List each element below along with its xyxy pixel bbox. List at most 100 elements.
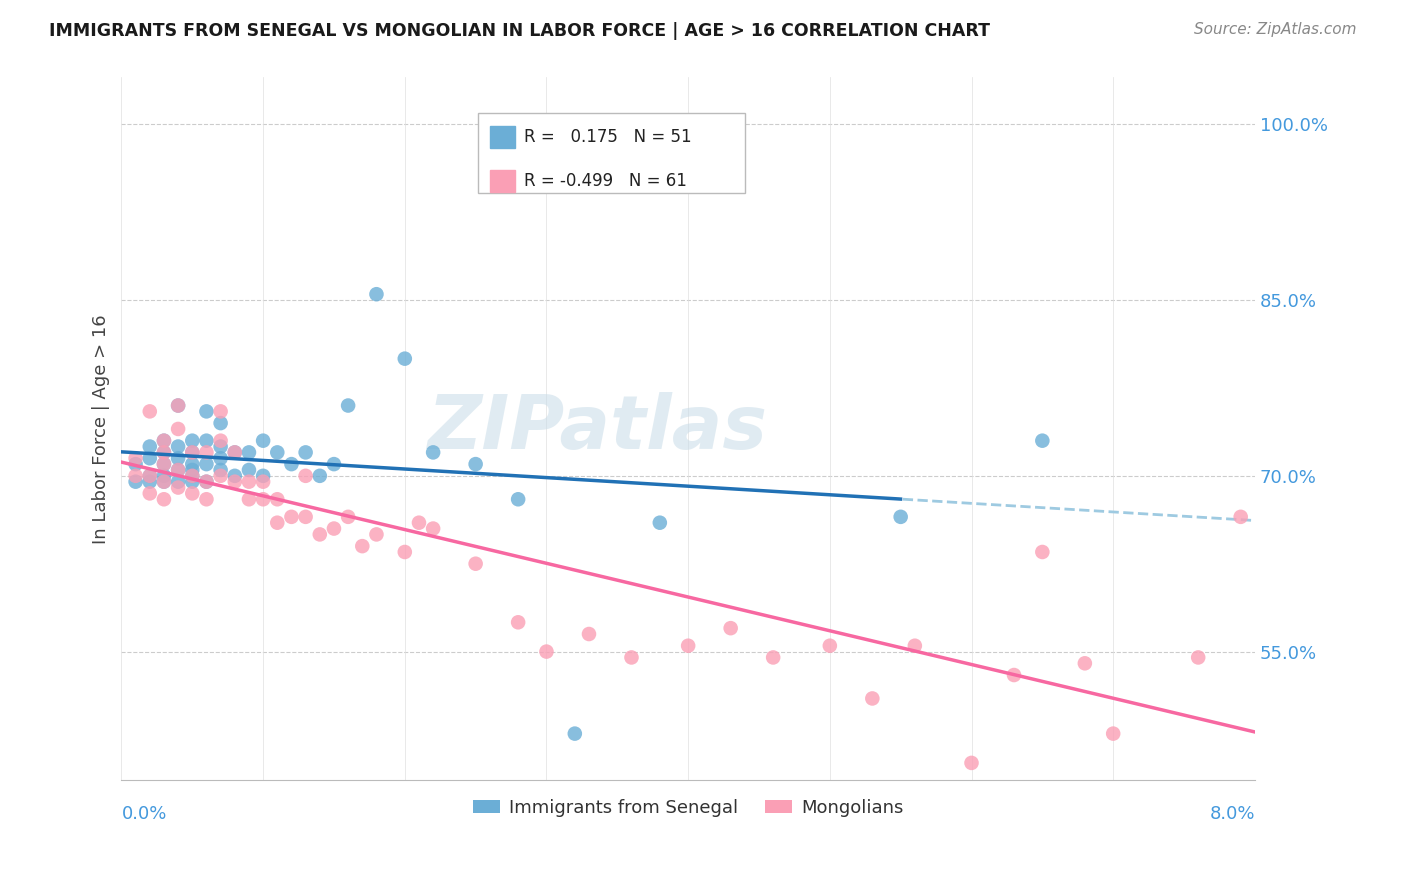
Bar (489, 169, 515, 192)
Point (1031, 434, 1053, 448)
Point (195, 445, 218, 459)
Point (209, 416, 232, 430)
Point (252, 492, 274, 507)
Point (139, 404, 162, 418)
Point (167, 440, 190, 454)
Point (181, 434, 204, 448)
Point (238, 445, 260, 459)
Point (266, 516, 288, 530)
Point (294, 509, 316, 524)
Point (308, 527, 330, 541)
Point (366, 527, 388, 541)
Point (238, 475, 260, 489)
Text: ZIPatlas: ZIPatlas (427, 392, 768, 466)
Point (252, 468, 274, 483)
Point (1002, 668, 1025, 682)
Point (323, 522, 346, 536)
Point (408, 516, 430, 530)
Legend: Immigrants from Senegal, Mongolians: Immigrants from Senegal, Mongolians (465, 792, 911, 824)
Point (153, 434, 176, 448)
Point (224, 468, 246, 483)
Point (818, 639, 841, 653)
Point (1102, 726, 1125, 740)
Point (366, 287, 388, 301)
Point (266, 492, 288, 507)
Point (422, 445, 444, 459)
Point (181, 486, 204, 500)
Point (648, 516, 671, 530)
Point (209, 440, 232, 454)
Point (422, 522, 444, 536)
Point (181, 445, 204, 459)
Point (195, 475, 218, 489)
Point (209, 434, 232, 448)
Point (181, 475, 204, 489)
Point (167, 399, 190, 413)
Point (153, 445, 176, 459)
Point (536, 644, 558, 658)
Point (167, 463, 190, 477)
Point (337, 509, 360, 524)
Point (167, 422, 190, 436)
Point (464, 457, 486, 471)
Point (620, 650, 643, 665)
Point (266, 445, 288, 459)
Point (139, 486, 162, 500)
Point (124, 451, 146, 466)
Point (394, 351, 416, 366)
Point (209, 468, 232, 483)
Point (224, 445, 246, 459)
Point (181, 457, 204, 471)
Point (1187, 650, 1209, 665)
Point (394, 545, 416, 559)
Point (153, 475, 176, 489)
Point (352, 539, 374, 553)
Point (139, 451, 162, 466)
Point (153, 457, 176, 471)
Text: IMMIGRANTS FROM SENEGAL VS MONGOLIAN IN LABOR FORCE | AGE > 16 CORRELATION CHART: IMMIGRANTS FROM SENEGAL VS MONGOLIAN IN … (49, 22, 990, 40)
Point (139, 468, 162, 483)
Point (195, 475, 218, 489)
Point (167, 399, 190, 413)
Text: 0.0%: 0.0% (121, 805, 167, 823)
Point (139, 468, 162, 483)
Point (139, 440, 162, 454)
Y-axis label: In Labor Force | Age > 16: In Labor Force | Age > 16 (93, 314, 110, 544)
Point (860, 691, 883, 706)
Point (1074, 657, 1097, 671)
Point (153, 475, 176, 489)
Point (224, 445, 246, 459)
Point (153, 492, 176, 507)
Point (209, 451, 232, 466)
Point (167, 463, 190, 477)
Point (167, 481, 190, 495)
Point (252, 434, 274, 448)
Point (124, 468, 146, 483)
Text: 8.0%: 8.0% (1209, 805, 1256, 823)
Point (195, 404, 218, 418)
Point (890, 509, 912, 524)
Point (252, 475, 274, 489)
Point (181, 468, 204, 483)
Point (308, 468, 330, 483)
Point (153, 434, 176, 448)
Point (124, 457, 146, 471)
Point (181, 468, 204, 483)
Point (720, 621, 742, 635)
Point (153, 445, 176, 459)
Point (209, 463, 232, 477)
Point (209, 404, 232, 418)
Point (280, 509, 302, 524)
Point (323, 457, 346, 471)
Point (337, 399, 360, 413)
Point (1144, 785, 1167, 799)
Point (762, 650, 785, 665)
Point (167, 475, 190, 489)
Point (181, 463, 204, 477)
Point (564, 726, 586, 740)
Point (294, 468, 316, 483)
Point (578, 627, 600, 641)
Bar (489, 126, 515, 148)
Text: R = -0.499   N = 61: R = -0.499 N = 61 (524, 172, 686, 190)
Point (124, 475, 146, 489)
